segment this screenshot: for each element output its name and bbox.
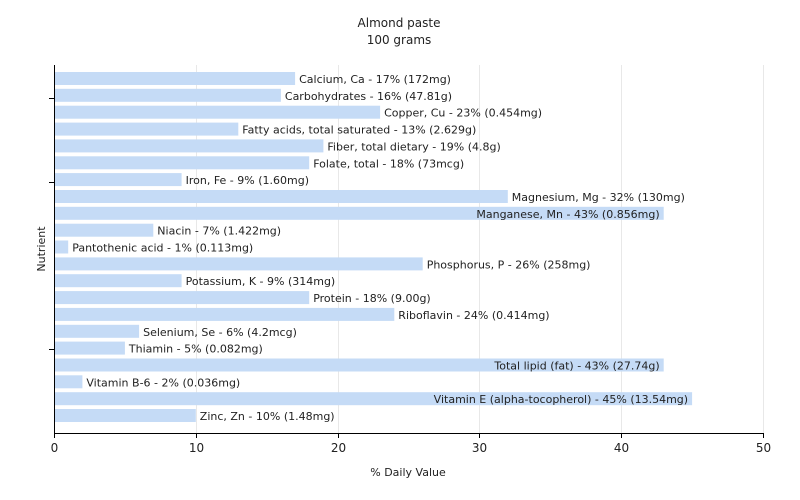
bar-label-17: Total lipid (fat) - 43% (27.74g) — [493, 360, 659, 373]
bar-label-0: Calcium, Ca - 17% (172mg) — [299, 73, 451, 86]
bar-label-9: Niacin - 7% (1.422mg) — [157, 225, 281, 238]
bar-label-20: Zinc, Zn - 10% (1.48mg) — [200, 410, 335, 423]
x-tick-label-50: 50 — [756, 441, 771, 455]
bar-2 — [55, 105, 381, 119]
bar-6 — [55, 173, 182, 187]
x-tick-label-40: 40 — [614, 441, 629, 455]
bar-5 — [55, 156, 310, 170]
bar-7 — [55, 190, 508, 203]
x-tick-label-0: 0 — [51, 441, 59, 455]
x-tick-label-10: 10 — [189, 441, 204, 455]
bar-label-5: Folate, total - 18% (73mcg) — [313, 157, 464, 170]
bar-label-18: Vitamin B-6 - 2% (0.036mg) — [86, 376, 240, 389]
bar-19 — [55, 392, 693, 406]
chart-subtitle: 100 grams — [367, 33, 432, 47]
bar-label-19: Vitamin E (alpha-tocopherol) - 45% (13.5… — [434, 393, 688, 406]
y-axis-label: Nutrient — [35, 226, 48, 272]
bar-8 — [55, 206, 664, 220]
x-tick-label-30: 30 — [472, 441, 487, 455]
bar-label-3: Fatty acids, total saturated - 13% (2.62… — [242, 124, 476, 137]
bar-label-8: Manganese, Mn - 43% (0.856mg) — [476, 208, 659, 221]
bar-17 — [55, 358, 664, 372]
bar-15 — [55, 324, 140, 338]
bar-12 — [55, 274, 182, 288]
bar-label-12: Potassium, K - 9% (314mg) — [186, 275, 336, 288]
bar-13 — [55, 291, 310, 305]
bar-label-15: Selenium, Se - 6% (4.2mcg) — [143, 326, 297, 339]
bar-label-4: Fiber, total dietary - 19% (4.8g) — [327, 140, 500, 153]
bar-label-6: Iron, Fe - 9% (1.60mg) — [186, 174, 309, 187]
chart-title: Almond paste — [358, 16, 441, 30]
x-tick-label-20: 20 — [331, 441, 346, 455]
bar-20 — [55, 409, 196, 422]
bar-label-14: Riboflavin - 24% (0.414mg) — [398, 309, 549, 322]
bar-label-13: Protein - 18% (9.00g) — [313, 292, 431, 305]
bars-layer: Calcium, Ca - 17% (172mg) Carbohydrates -… — [55, 72, 693, 423]
bar-16 — [55, 341, 125, 355]
bar-4 — [55, 139, 324, 153]
bar-3 — [55, 122, 239, 136]
bar-9 — [55, 223, 154, 237]
axes-layer: 0 10 20 30 40 50 — [49, 65, 771, 455]
bar-label-7: Magnesium, Mg - 32% (130mg) — [512, 191, 685, 204]
bar-label-16: Thiamin - 5% (0.082mg) — [128, 343, 263, 356]
bar-label-2: Copper, Cu - 23% (0.454mg) — [384, 107, 542, 120]
bar-label-10: Pantothenic acid - 1% (0.113mg) — [72, 242, 253, 255]
grid-layer — [196, 65, 764, 433]
bar-14 — [55, 307, 395, 321]
bar-1 — [55, 88, 281, 102]
bar-label-1: Carbohydrates - 16% (47.81g) — [285, 90, 452, 103]
bar-label-11: Phosphorus, P - 26% (258mg) — [427, 258, 591, 271]
bar-0 — [55, 72, 296, 85]
bar-18 — [55, 375, 83, 389]
bar-11 — [55, 257, 423, 271]
x-axis-label: % Daily Value — [370, 466, 446, 479]
bar-10 — [55, 240, 69, 254]
